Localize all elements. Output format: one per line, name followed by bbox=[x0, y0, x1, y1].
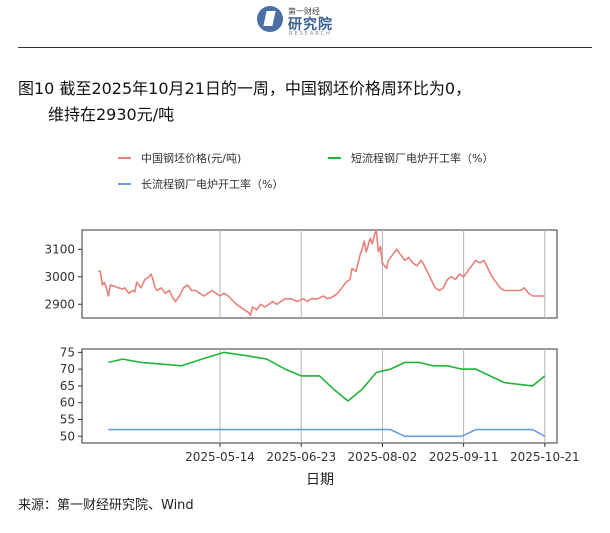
legend-swatch-steel-price bbox=[118, 157, 131, 159]
brand-small-text: 第一财经 bbox=[288, 7, 320, 16]
figure-title: 图10 截至2025年10月21日的一周，中国钢坯价格周环比为0， 维持在293… bbox=[18, 76, 471, 128]
bottom-ytick-label-65: 65 bbox=[60, 379, 75, 393]
x-tick-label-1: 2025-06-23 bbox=[266, 450, 336, 464]
chart-legend: 中国钢坯价格(元/吨) 短流程钢厂电炉开工率（%） 长流程钢厂电炉开工率（%） bbox=[0, 150, 610, 194]
legend-swatch-short-process bbox=[328, 157, 341, 159]
brand-en-text: RESEARCH bbox=[289, 31, 332, 37]
series-line-long_process bbox=[108, 428, 546, 438]
legend-label-long-process: 长流程钢厂电炉开工率（%） bbox=[141, 178, 284, 191]
bottom-ytick-label-60: 60 bbox=[60, 396, 75, 410]
bottom-ytick-label-70: 70 bbox=[60, 362, 75, 376]
x-axis-title: 日期 bbox=[306, 472, 334, 488]
figure-title-line1: 图10 截至2025年10月21日的一周，中国钢坯价格周环比为0， bbox=[18, 79, 472, 98]
research-logo-icon bbox=[257, 6, 283, 32]
x-tick-label-2: 2025-08-02 bbox=[348, 450, 418, 464]
series-line-steel_price bbox=[98, 229, 545, 317]
x-tick-label-0: 2025-05-14 bbox=[185, 450, 255, 464]
top-ytick-label-3100: 3100 bbox=[44, 242, 75, 256]
source-note: 来源：第一财经研究院、Wind bbox=[18, 498, 194, 513]
legend-item-steel-price: 中国钢坯价格(元/吨) bbox=[118, 150, 241, 166]
legend-label-steel-price: 中国钢坯价格(元/吨) bbox=[141, 152, 242, 165]
report-header: 第一财经 研究院 RESEARCH bbox=[0, 0, 610, 48]
x-tick-label-4: 2025-10-21 bbox=[510, 450, 580, 464]
legend-swatch-long-process bbox=[118, 183, 131, 185]
header-divider bbox=[18, 47, 592, 48]
figure-title-line2: 维持在2930元/吨 bbox=[48, 105, 175, 124]
legend-item-long-process: 长流程钢厂电炉开工率（%） bbox=[118, 176, 283, 192]
top-panel: 2900 3000 3100 bbox=[44, 229, 558, 319]
legend-item-short-process: 短流程钢厂电炉开工率（%） bbox=[328, 150, 493, 166]
bottom-ytick-label-55: 55 bbox=[60, 413, 75, 427]
bottom-ytick-label-75: 75 bbox=[60, 345, 75, 359]
brand-main-text: 研究院 bbox=[288, 17, 333, 33]
x-axis: 2025-05-14 2025-06-23 2025-08-02 2025-09-11… bbox=[185, 443, 580, 464]
series-line-short_process bbox=[108, 351, 546, 402]
bottom-ytick-label-50: 50 bbox=[60, 429, 75, 443]
top-ytick-label-2900: 2900 bbox=[44, 297, 75, 311]
bottom-panel: 50 55 60 65 70 75 bbox=[60, 345, 558, 444]
x-tick-label-3: 2025-09-11 bbox=[429, 450, 499, 464]
top-ytick-label-3000: 3000 bbox=[44, 270, 75, 284]
top-panel-frame bbox=[81, 229, 558, 319]
legend-label-short-process: 短流程钢厂电炉开工率（%） bbox=[351, 152, 494, 165]
